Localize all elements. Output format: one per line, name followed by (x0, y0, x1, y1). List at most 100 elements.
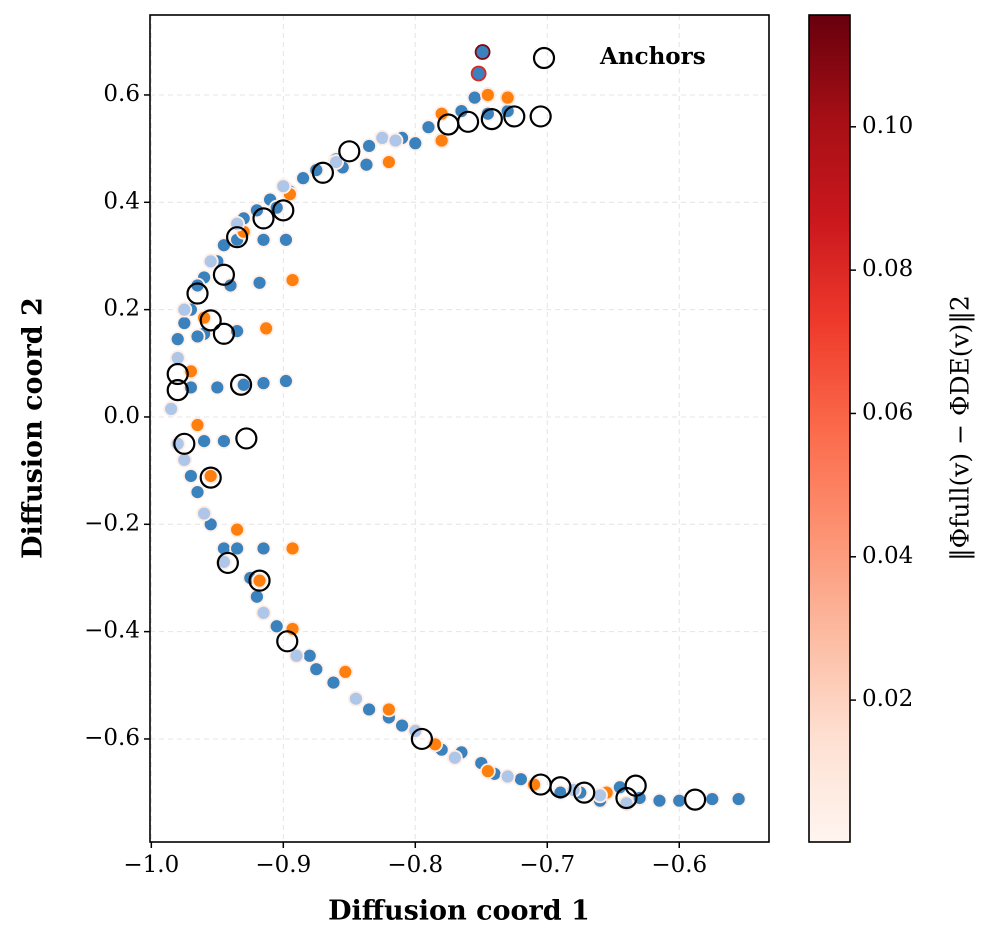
anchor-marker (549, 776, 572, 799)
anchor-marker (573, 781, 596, 804)
anchor-marker (212, 322, 236, 345)
colorbar-tick-label: 0.04 (862, 543, 913, 569)
point (176, 301, 193, 318)
point (358, 156, 375, 173)
point (380, 154, 397, 170)
plot-frame (149, 14, 770, 843)
point (284, 272, 301, 289)
anchor-marker (503, 105, 526, 128)
anchor-marker (248, 569, 271, 592)
point (474, 44, 491, 60)
point (387, 132, 404, 149)
x-axis-label: Diffusion coord 1 (328, 896, 590, 927)
point (278, 231, 294, 248)
y-tick-label: 0.4 (103, 188, 140, 214)
point (361, 138, 377, 154)
point (420, 119, 437, 136)
colorbar-label: ‖Φfull(v) − ΦDE(v)‖2 (946, 295, 976, 561)
anchor-marker (276, 630, 299, 653)
point (255, 231, 272, 248)
point (394, 717, 410, 734)
point (592, 787, 608, 804)
point (183, 363, 199, 380)
point (183, 468, 199, 484)
anchor-marker (229, 373, 253, 396)
point (209, 379, 226, 396)
anchor-marker (186, 282, 209, 305)
point (275, 178, 292, 195)
y-tick-label: 0.6 (103, 81, 140, 107)
x-tick-label: −0.7 (519, 852, 575, 878)
point (301, 647, 318, 664)
x-tick-label: −0.6 (651, 852, 707, 878)
point (308, 661, 325, 678)
legend-label: Anchors (599, 43, 706, 70)
point (255, 604, 272, 621)
point (730, 791, 747, 807)
point (169, 331, 186, 348)
point (361, 701, 377, 718)
anchor-marker (338, 140, 361, 163)
point (512, 771, 529, 788)
point (284, 540, 301, 557)
point (202, 253, 219, 270)
point (466, 89, 483, 106)
y-tick-label: −0.2 (84, 510, 140, 536)
point (479, 763, 496, 780)
x-tick-label: −0.8 (387, 852, 443, 878)
point (183, 379, 199, 396)
point (479, 87, 496, 103)
point (268, 618, 285, 635)
y-tick-label: −0.4 (84, 618, 140, 644)
anchor-marker (199, 309, 222, 332)
point (651, 792, 668, 809)
point (196, 433, 213, 450)
colorbar-tick-label: 0.08 (862, 256, 913, 282)
point (189, 484, 206, 500)
point (229, 540, 246, 557)
anchor-marker (311, 161, 334, 184)
point (255, 540, 272, 557)
anchor-marker (173, 432, 196, 455)
anchor-marker (683, 788, 707, 811)
point (433, 132, 450, 149)
anchor-marker (235, 427, 258, 450)
point (258, 320, 275, 337)
point (251, 572, 268, 589)
anchor-marker (199, 466, 222, 489)
point (526, 776, 542, 793)
point (479, 105, 496, 122)
y-axis-label: Diffusion coord 2 (18, 297, 49, 559)
point (216, 433, 232, 450)
point (328, 154, 344, 170)
anchor-marker (252, 207, 275, 230)
colorbar-tick-label: 0.06 (862, 399, 913, 425)
point (189, 328, 206, 345)
point (196, 505, 213, 522)
y-tick-label: 0.0 (103, 403, 140, 429)
point (671, 792, 688, 809)
anchor-marker (226, 226, 249, 249)
point (288, 647, 305, 664)
point (470, 65, 487, 82)
point (202, 468, 219, 484)
anchor-marker (437, 113, 460, 136)
point (189, 417, 206, 433)
anchor-marker (624, 774, 647, 797)
colorbar-tick-label: 0.02 (862, 686, 913, 712)
point (499, 768, 516, 785)
point (249, 588, 265, 605)
anchor-marker (272, 199, 295, 222)
anchor-marker (212, 263, 236, 286)
point (169, 435, 186, 452)
anchor-marker (166, 379, 189, 402)
point (163, 401, 180, 417)
point (278, 373, 294, 389)
point (347, 690, 364, 707)
anchor-marker (480, 108, 503, 131)
point (374, 129, 391, 146)
y-tick-label: −0.6 (84, 725, 140, 751)
point (295, 170, 312, 187)
point (446, 749, 463, 766)
